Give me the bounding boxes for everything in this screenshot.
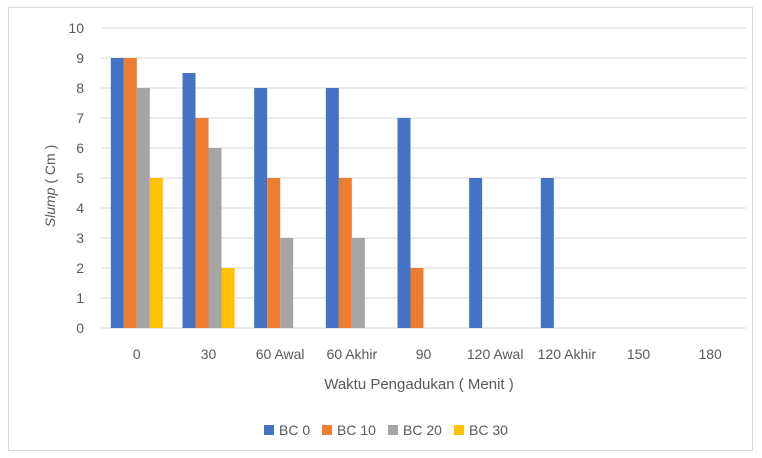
bar (221, 268, 235, 328)
y-tick-label: 9 (76, 50, 84, 66)
x-axis-label: Waktu Pengadukan ( Menit ) (324, 376, 514, 393)
legend-swatch (454, 425, 464, 435)
legend: BC 0 BC 10 BC 20 BC 30 (264, 422, 508, 438)
bar (123, 58, 137, 328)
legend-swatch (322, 425, 332, 435)
y-tick-label: 3 (76, 230, 84, 246)
legend-swatch (388, 425, 398, 435)
bar (351, 238, 365, 328)
bar (110, 58, 124, 328)
x-tick-label: 150 (627, 346, 651, 362)
x-tick-label: 0 (133, 346, 141, 362)
x-tick-label: 30 (201, 346, 217, 362)
x-tick-label: 90 (416, 346, 432, 362)
y-tick-labels: 0 1 2 3 4 5 6 7 8 9 10 (68, 20, 84, 336)
y-tick-label: 6 (76, 140, 84, 156)
legend-label: BC 30 (469, 422, 508, 438)
bar (469, 178, 483, 328)
chart-frame: 0 1 2 3 4 5 6 7 8 9 10 0 30 60 Awal 60 Akhir 90 120 Awa… (8, 7, 753, 451)
bar (410, 268, 424, 328)
x-tick-label: 120 Awal (467, 346, 524, 362)
y-tick-label: 2 (76, 260, 84, 276)
y-tick-label: 4 (76, 200, 84, 216)
legend-label: BC 20 (403, 422, 442, 438)
y-tick-label: 7 (76, 110, 84, 126)
x-tick-label: 60 Akhir (327, 346, 378, 362)
bar (397, 118, 411, 328)
y-tick-label: 10 (68, 20, 84, 36)
bar (195, 118, 209, 328)
y-axis-label: Slump ( Cm ) (42, 145, 58, 227)
bar (208, 148, 222, 328)
bar (267, 178, 281, 328)
bar (254, 88, 268, 328)
bar (540, 178, 554, 328)
y-tick-label: 1 (76, 290, 84, 306)
y-tick-label: 8 (76, 80, 84, 96)
x-tick-label: 180 (698, 346, 722, 362)
y-tick-label: 0 (76, 320, 84, 336)
bar (280, 238, 294, 328)
bar (149, 178, 163, 328)
legend-swatch (264, 425, 274, 435)
bar (338, 178, 352, 328)
bars (110, 58, 554, 328)
legend-label: BC 0 (279, 422, 310, 438)
legend-label: BC 10 (337, 422, 376, 438)
x-tick-labels: 0 30 60 Awal 60 Akhir 90 120 Awal 120 Akhir 150… (133, 346, 722, 362)
x-tick-label: 60 Awal (256, 346, 305, 362)
bar (182, 73, 196, 328)
y-tick-label: 5 (76, 170, 84, 186)
bar (136, 88, 150, 328)
x-tick-label: 120 Akhir (538, 346, 597, 362)
bar-chart: 0 1 2 3 4 5 6 7 8 9 10 0 30 60 Awal 60 Akhir 90 120 Awa… (42, 20, 746, 438)
bar (325, 88, 339, 328)
